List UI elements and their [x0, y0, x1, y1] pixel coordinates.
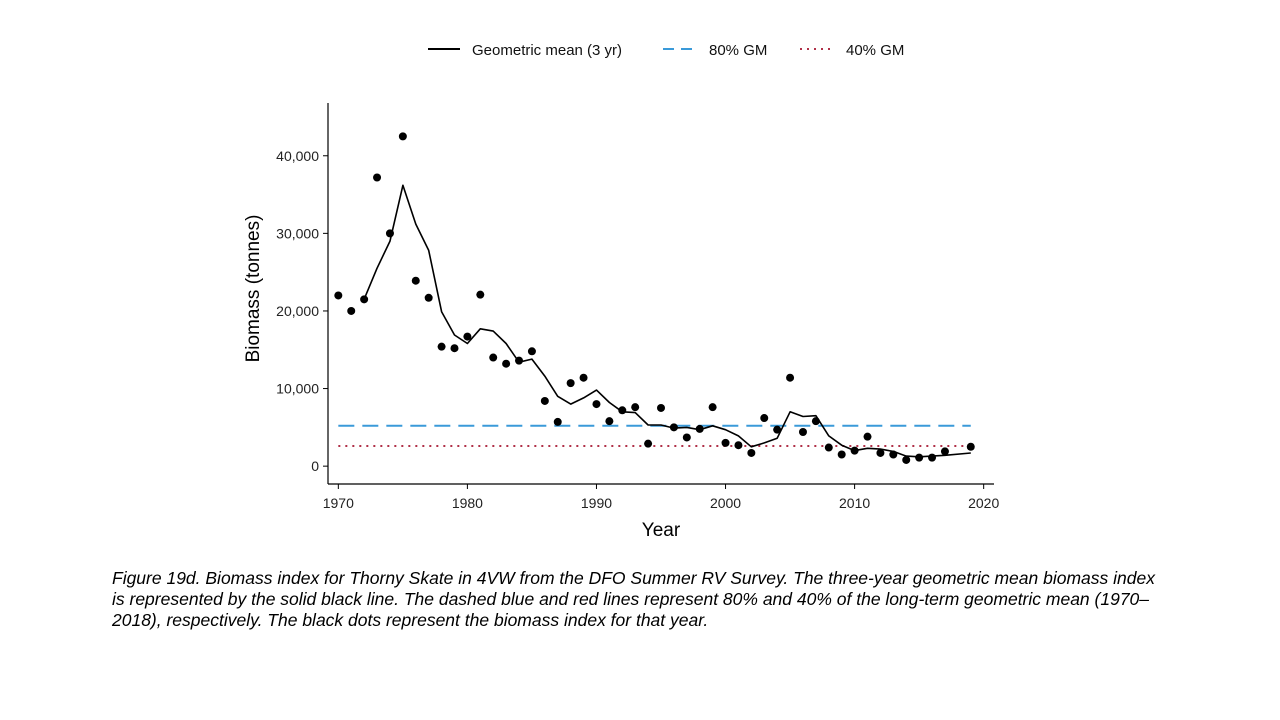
biomass-point — [798, 428, 807, 437]
biomass-point — [489, 353, 498, 362]
biomass-point — [837, 450, 846, 459]
biomass-point — [385, 229, 394, 238]
x-axis-title: Year — [642, 520, 681, 541]
biomass-point — [553, 417, 562, 426]
biomass-point — [734, 441, 743, 450]
biomass-point — [824, 443, 833, 452]
x-axis-ticks: 1970 1980 1990 2000 2010 2020 — [323, 484, 999, 511]
biomass-point — [876, 448, 885, 457]
biomass-point — [773, 425, 782, 434]
x-tick-label: 2020 — [968, 495, 999, 511]
biomass-point — [631, 403, 640, 412]
biomass-point — [373, 173, 382, 182]
biomass-point — [966, 442, 975, 451]
biomass-point — [682, 433, 691, 442]
y-tick-label: 40,000 — [276, 148, 319, 164]
x-tick-label: 2010 — [839, 495, 870, 511]
biomass-point — [450, 344, 459, 353]
biomass-point — [747, 448, 756, 457]
biomass-point — [889, 450, 898, 459]
biomass-point — [437, 342, 446, 351]
biomass-point — [515, 356, 524, 365]
biomass-point — [669, 423, 678, 432]
biomass-point — [811, 417, 820, 426]
biomass-point — [786, 373, 795, 382]
biomass-point — [708, 403, 717, 412]
biomass-point — [618, 406, 627, 415]
biomass-point — [540, 396, 549, 405]
y-tick-label: 10,000 — [276, 381, 319, 397]
biomass-point — [347, 306, 356, 315]
chart-legend: Geometric mean (3 yr) 80% GM 40% GM — [428, 42, 904, 59]
figure-caption: Figure 19d. Biomass index for Thorny Ska… — [112, 568, 1155, 630]
biomass-point — [579, 373, 588, 382]
biomass-point — [502, 359, 511, 368]
y-tick-label: 20,000 — [276, 303, 319, 319]
legend-label: 40% GM — [846, 42, 904, 59]
biomass-point — [695, 424, 704, 433]
biomass-point — [398, 132, 407, 141]
biomass-point — [605, 417, 614, 426]
biomass-point — [424, 293, 433, 302]
axes: 1970 1980 1990 2000 2010 2020 0 10,000 20,000 30… — [243, 103, 999, 541]
geometric-mean-line — [363, 184, 971, 458]
biomass-point — [592, 400, 601, 409]
y-axis-title: Biomass (tonnes) — [243, 215, 264, 363]
x-tick-label: 1980 — [452, 495, 483, 511]
biomass-point — [850, 446, 859, 455]
x-tick-label: 1990 — [581, 495, 612, 511]
biomass-point — [411, 276, 420, 285]
y-tick-label: 0 — [311, 458, 319, 474]
x-tick-label: 1970 — [323, 495, 354, 511]
biomass-points — [334, 132, 975, 464]
biomass-point — [902, 455, 911, 464]
y-tick-label: 30,000 — [276, 225, 319, 241]
biomass-point — [644, 439, 653, 448]
biomass-point — [566, 379, 575, 388]
biomass-point — [334, 291, 343, 300]
legend-label: 80% GM — [709, 42, 767, 59]
biomass-point — [940, 447, 949, 456]
biomass-point — [527, 347, 536, 356]
x-tick-label: 2000 — [710, 495, 741, 511]
reference-lines — [338, 424, 971, 447]
biomass-point — [463, 332, 472, 341]
biomass-point — [657, 403, 665, 412]
y-axis-ticks: 0 10,000 20,000 30,000 40,000 — [276, 148, 328, 474]
biomass-point — [915, 453, 924, 462]
biomass-point — [760, 414, 769, 423]
biomass-point — [928, 453, 937, 462]
biomass-point — [476, 290, 485, 299]
biomass-point — [863, 432, 872, 441]
legend-label: Geometric mean (3 yr) — [472, 42, 622, 59]
biomass-point — [721, 438, 730, 447]
geometric-mean-series — [363, 184, 971, 458]
biomass-point — [360, 295, 369, 304]
